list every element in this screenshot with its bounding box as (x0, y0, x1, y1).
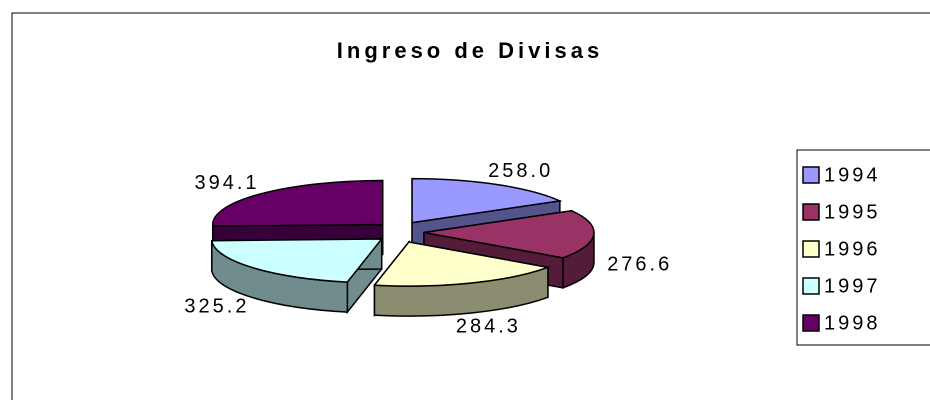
legend-swatch (802, 277, 820, 295)
legend-label: 1998 (824, 312, 881, 334)
data-label: 276.6 (607, 254, 672, 276)
data-label: 284.3 (456, 315, 521, 337)
data-label: 325.2 (184, 296, 249, 318)
data-label: 394.1 (194, 172, 259, 194)
slice (411, 177, 563, 224)
data-label: 258.0 (488, 160, 553, 182)
chart-title: Ingreso de Divisas (337, 38, 603, 63)
chart-border (11, 12, 930, 400)
legend-swatch (802, 203, 820, 221)
slice (373, 241, 551, 287)
legend-swatch (802, 314, 820, 332)
legend-label: 1996 (824, 238, 881, 260)
legend-label: 1997 (824, 275, 881, 297)
legend-swatch (802, 166, 820, 184)
legend-label: 1994 (824, 164, 881, 186)
slice (210, 238, 384, 283)
slice (423, 209, 595, 259)
legend-label: 1995 (824, 201, 881, 223)
legend-swatch (802, 240, 820, 258)
slice (211, 179, 384, 227)
